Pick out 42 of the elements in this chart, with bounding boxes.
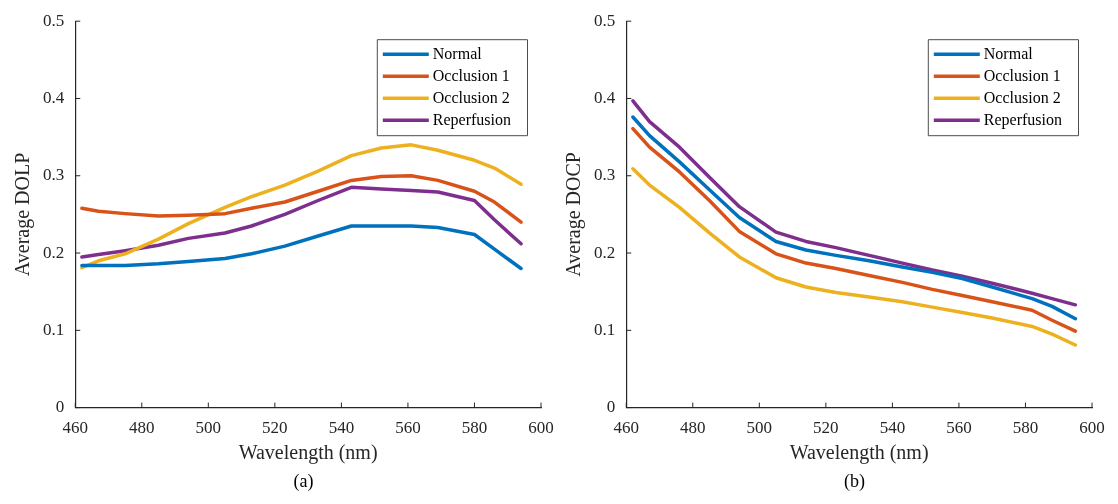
- legend-label: Occlusion 2: [983, 89, 1061, 107]
- legend-label: Occlusion 1: [983, 67, 1061, 85]
- x-tick-label: 580: [461, 418, 488, 438]
- legend-label: Occlusion 2: [432, 89, 510, 107]
- y-tick-label: 0.5: [594, 10, 616, 30]
- x-tick-label: 460: [62, 418, 88, 438]
- x-axis-title: Wavelength (nm): [789, 441, 929, 465]
- y-tick-label: 0.5: [43, 10, 65, 30]
- x-tick-label: 520: [813, 418, 839, 438]
- y-tick-label: 0.4: [594, 87, 616, 107]
- y-tick-label: 0.3: [594, 165, 616, 185]
- x-tick-label: 600: [528, 418, 554, 438]
- x-tick-label: 500: [746, 418, 773, 438]
- x-tick-label: 480: [129, 418, 155, 438]
- x-tick-label: 560: [946, 418, 972, 438]
- x-tick-label: 500: [195, 418, 222, 438]
- y-axis-title: Average DOLP: [11, 152, 35, 277]
- x-tick-label: 560: [395, 418, 421, 438]
- legend-label: Reperfusion: [432, 111, 511, 130]
- y-axis-title: Average DOCP: [562, 152, 586, 277]
- y-tick-label: 0.2: [43, 242, 65, 262]
- x-tick-label: 580: [1012, 418, 1039, 438]
- text: (b): [843, 470, 866, 492]
- legend-label: Normal: [432, 45, 483, 63]
- legend-label: Reperfusion: [983, 111, 1062, 130]
- y-tick-label: 0.1: [594, 319, 616, 339]
- x-axis-title: Wavelength (nm): [238, 441, 378, 465]
- y-tick-label: 0.2: [594, 242, 616, 262]
- legend-label: Occlusion 1: [432, 67, 510, 85]
- x-tick-label: 540: [328, 418, 355, 438]
- legend-label: Normal: [983, 45, 1034, 63]
- x-tick-label: 600: [1079, 418, 1105, 438]
- text: (a): [292, 470, 315, 492]
- y-tick-label: 0: [55, 397, 65, 417]
- x-tick-label: 480: [680, 418, 706, 438]
- y-tick-label: 0.4: [43, 87, 65, 107]
- y-tick-label: 0.3: [43, 165, 65, 185]
- x-tick-label: 540: [879, 418, 906, 438]
- y-tick-label: 0.1: [43, 319, 65, 339]
- x-tick-label: 460: [613, 418, 639, 438]
- y-tick-label: 0: [606, 397, 616, 417]
- x-tick-label: 520: [262, 418, 288, 438]
